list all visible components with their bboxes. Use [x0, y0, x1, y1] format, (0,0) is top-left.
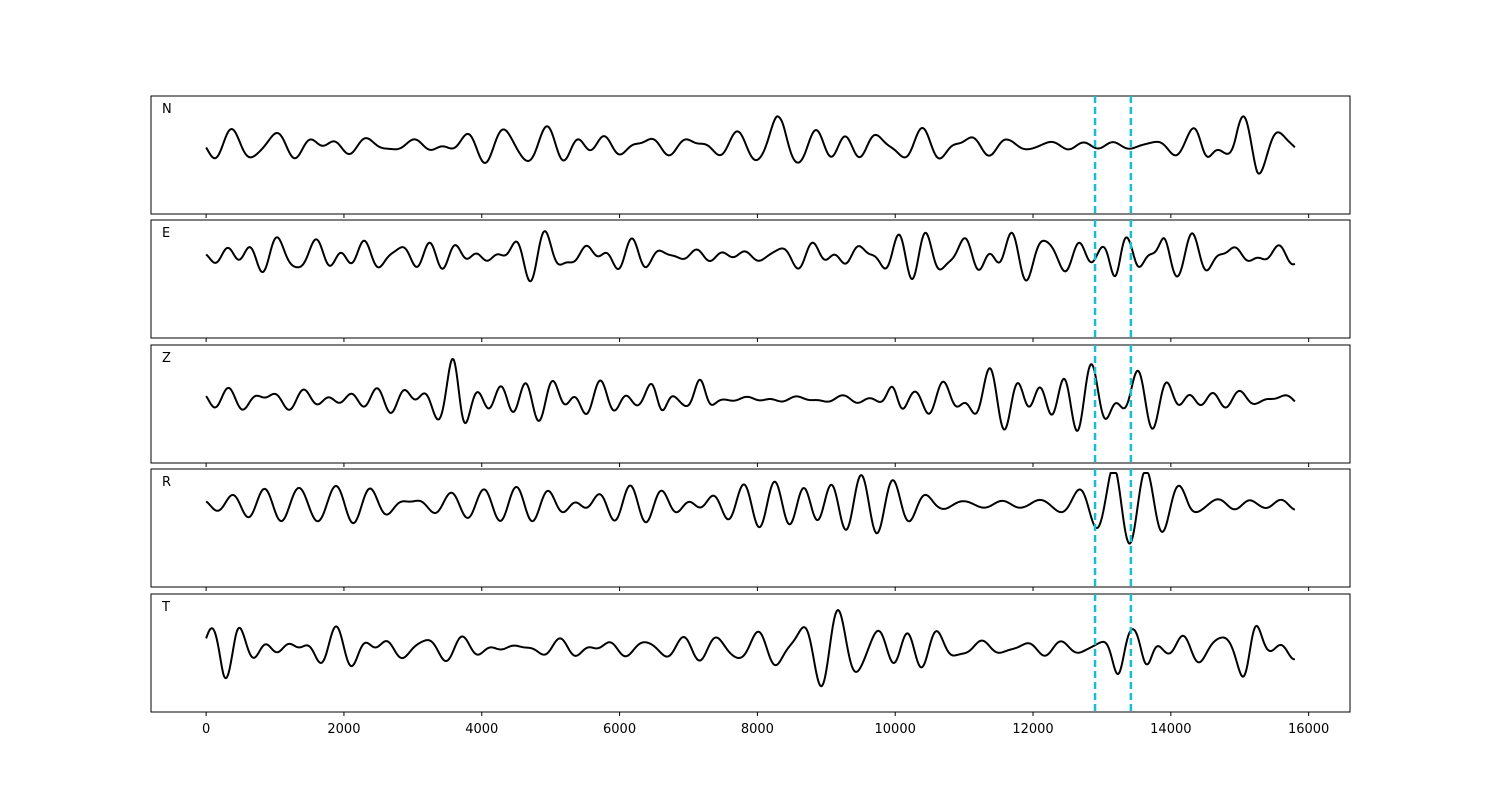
- x-tick-label: 0: [202, 722, 210, 737]
- panel-z: Z: [150, 344, 1351, 467]
- x-tick-label: 8000: [741, 722, 774, 737]
- x-tick-label: 14000: [1150, 722, 1191, 737]
- panel-e: E: [150, 219, 1351, 342]
- x-tick-label: 10000: [875, 722, 916, 737]
- panel-frame: [150, 593, 1351, 713]
- waveform-trace-n: [205, 115, 1296, 175]
- x-axis: 0 2000 4000 6000 8000 10000 12000 14000 16000: [202, 722, 1329, 737]
- x-tick-label: 6000: [603, 722, 636, 737]
- waveform-trace-z: [205, 357, 1296, 432]
- panel-frame: [150, 219, 1351, 339]
- panel-r: R: [150, 468, 1351, 591]
- panel-t: T: [150, 593, 1351, 716]
- panel-n: N: [150, 95, 1351, 218]
- x-tick-label: 12000: [1012, 722, 1053, 737]
- panel-label: E: [162, 226, 170, 241]
- x-tick-label: 4000: [465, 722, 498, 737]
- waveform-panels: N E Z R T: [150, 95, 1351, 716]
- panel-label: Z: [162, 351, 171, 366]
- x-tick-label: 16000: [1288, 722, 1329, 737]
- panel-label: T: [161, 600, 170, 615]
- panel-frame: [150, 344, 1351, 464]
- waveform-trace-r: [205, 472, 1296, 545]
- panel-label: R: [162, 475, 171, 490]
- waveform-trace-e: [205, 230, 1296, 283]
- waveform-trace-t: [205, 609, 1296, 688]
- panel-frame: [150, 95, 1351, 215]
- x-tick-label: 2000: [327, 722, 360, 737]
- panel-label: N: [162, 102, 172, 117]
- panel-frame: [150, 468, 1351, 588]
